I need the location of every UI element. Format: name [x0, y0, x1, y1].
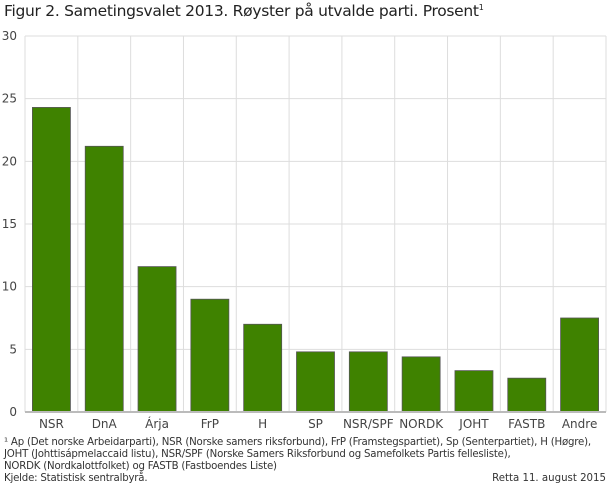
title-footnote-mark: 1 — [478, 2, 484, 12]
updated-date: Retta 11. august 2015 — [492, 473, 606, 484]
x-tick-label: FASTB — [508, 417, 545, 431]
y-tick-label: 30 — [2, 29, 17, 43]
x-tick-label: FrP — [201, 417, 219, 431]
x-tick-label: NSR/SPF — [343, 417, 394, 431]
source-text: Kjelde: Statistisk sentralbyrå. — [4, 473, 148, 484]
x-tick-label: NORDK — [399, 417, 444, 431]
bar-dna — [84, 145, 124, 413]
bar-nsr — [32, 107, 71, 413]
footnote-line-3: NORDK (Nordkalottfolket) og FASTB (Fastb… — [4, 461, 277, 472]
y-tick-label: 5 — [9, 342, 17, 356]
footnote-line-1: ¹ Ap (Det norske Arbeidarparti), NSR (No… — [4, 437, 591, 448]
bar-joht — [454, 370, 494, 413]
bar-nordk — [401, 356, 441, 413]
bar-fastb — [507, 377, 547, 413]
footnote-line-2: JOHT (Johttisápmelaccaid listu), NSR/SPF… — [4, 449, 511, 460]
bar-nsrspf — [348, 351, 388, 413]
bar-sp — [296, 351, 335, 413]
x-tick-label: Árja — [145, 416, 169, 431]
y-tick-label: 20 — [2, 154, 17, 168]
bar-h — [243, 323, 283, 413]
y-tick-label: 25 — [2, 92, 17, 106]
x-tick-label: H — [258, 417, 267, 431]
bar-frp — [190, 298, 230, 413]
x-tick-label: DnA — [92, 417, 118, 431]
chart-title: Figur 2. Sametingsvalet 2013. Røyster på… — [4, 2, 484, 20]
bar-andre — [560, 317, 599, 413]
y-tick-label: 10 — [2, 280, 17, 294]
x-tick-label: NSR — [39, 417, 64, 431]
y-tick-label: 0 — [9, 405, 17, 419]
x-tick-label: Andre — [562, 417, 597, 431]
chart-title-text: Figur 2. Sametingsvalet 2013. Røyster på… — [4, 2, 479, 20]
x-tick-label: JOHT — [458, 417, 489, 431]
bar-rja — [137, 266, 177, 413]
y-tick-label: 15 — [2, 217, 17, 231]
x-tick-label: SP — [308, 417, 323, 431]
